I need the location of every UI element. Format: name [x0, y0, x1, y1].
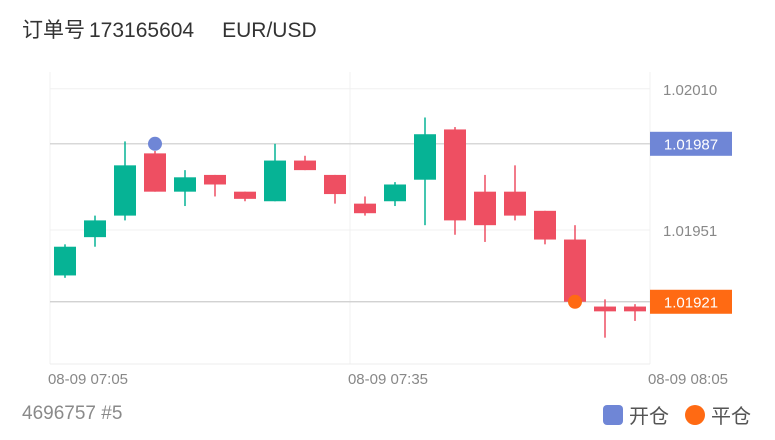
chart-header: 订单号 173165604 EUR/USD [22, 14, 317, 42]
candle-down [324, 174, 346, 195]
legend-close: 平仓 [685, 400, 751, 429]
close-marker [568, 294, 582, 309]
symbol-label: EUR/USD [222, 19, 317, 42]
candle-up [174, 177, 196, 192]
candle-up [264, 160, 286, 202]
legend-open: 开仓 [603, 400, 669, 429]
legend-open-swatch [603, 404, 623, 425]
close-price-tag-label: 1.01921 [664, 294, 718, 311]
candle-up [384, 184, 406, 202]
candle-down [204, 174, 226, 185]
y-tick-label: 1.02010 [663, 82, 717, 99]
candle-down [294, 160, 316, 171]
x-tick-label: 08-09 07:35 [348, 371, 428, 388]
candle-down [474, 191, 496, 226]
candle-up [84, 220, 106, 238]
legend-open-label: 开仓 [629, 406, 669, 428]
close-price-tag [650, 289, 732, 314]
open-price-tag-label: 1.01987 [664, 136, 718, 153]
legend-close-swatch [685, 404, 705, 425]
candle-down [534, 210, 556, 240]
candle-down [594, 306, 616, 312]
candle-down [354, 203, 376, 214]
x-tick-label: 08-09 07:05 [48, 371, 128, 388]
open-price-tag [650, 131, 732, 156]
open-marker [148, 136, 162, 151]
candle-down [444, 129, 466, 221]
legend-close-label: 平仓 [711, 406, 751, 428]
candle-down [624, 306, 646, 312]
candle-up [114, 165, 136, 216]
y-tick-label: 1.01951 [663, 223, 717, 240]
candle-down [504, 191, 526, 216]
order-number: 173165604 [89, 19, 195, 42]
account-id: 4696757 #5 [22, 403, 123, 424]
candle-up [414, 134, 436, 180]
x-tick-label: 08-09 08:05 [648, 371, 728, 388]
candle-down [234, 191, 256, 199]
candle-down [564, 239, 586, 302]
candle-up [54, 246, 76, 276]
chart-legend: 开仓 平仓 [587, 400, 751, 429]
candle-down [144, 153, 166, 192]
order-label: 订单号 [22, 19, 85, 42]
